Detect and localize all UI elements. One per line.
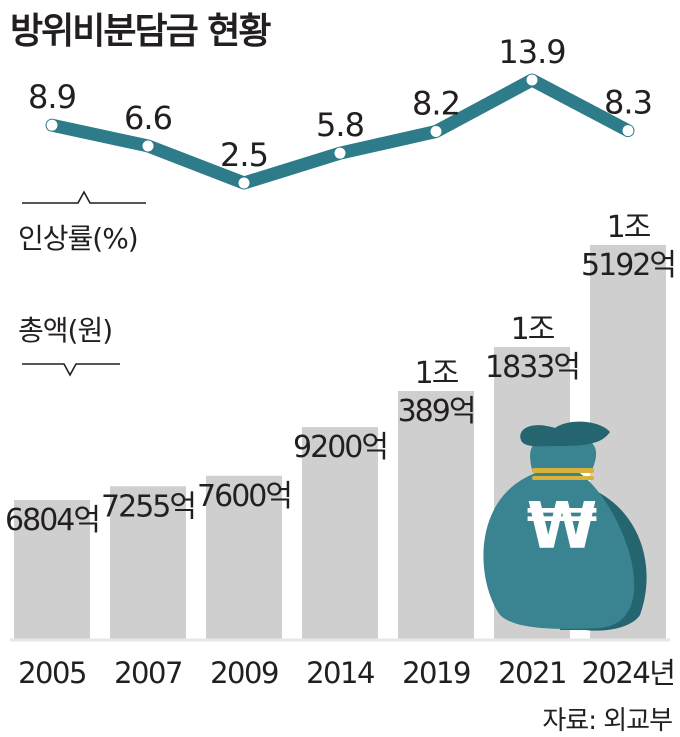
axis-layer: 인상률(%) 총액(원) 2005 2007 2009 2014 2019 2021 2024년 (18, 190, 676, 690)
bar-label-2005: 6804억 (5, 503, 99, 538)
line-label-2024년: 8.3 (604, 84, 652, 122)
line-label-2009: 2.5 (220, 136, 268, 174)
won-money-bag-icon: ₩ (483, 421, 647, 631)
line-point-2024년 (622, 125, 634, 137)
bar-label-2009: 7600억 (197, 479, 291, 514)
bag-top-shape (520, 421, 610, 447)
line-label-2021: 13.9 (498, 33, 565, 71)
bag-band (532, 476, 594, 480)
line-label-2019: 8.2 (412, 85, 460, 123)
x-tick-2021: 2021 (498, 656, 566, 690)
line-layer: 8.9 6.6 2.5 5.8 8.2 13.9 8.3 (28, 33, 653, 190)
source-note: 자료: 외교부 (542, 706, 673, 736)
bar-label-2007: 7255억 (101, 489, 195, 524)
won-symbol: ₩ (527, 490, 598, 564)
bar-label-2021: 1조 (511, 312, 555, 347)
bar-label-2019: 389억 (398, 394, 475, 429)
bag-front-shape (483, 470, 635, 629)
bar-2014 (302, 427, 378, 640)
line-point-2007 (142, 140, 154, 152)
line-point-2009 (238, 177, 250, 189)
bar-series-bracket (22, 363, 120, 377)
bar-2005 (14, 499, 90, 640)
bag-neck-shape (530, 440, 597, 470)
x-tick-2007: 2007 (114, 656, 182, 690)
x-tick-2024년: 2024년 (582, 656, 675, 690)
line-series-bracket (22, 190, 146, 204)
line-point-2005 (46, 119, 58, 131)
bar-label-2019: 1조 (415, 356, 459, 391)
chart-title: 방위비분담금 현황 (10, 11, 271, 52)
bar-series-label: 총액(원) (18, 314, 112, 347)
line-point-2019 (430, 126, 442, 137)
bar-label-2024년: 5192억 (581, 248, 675, 283)
line-series-label: 인상률(%) (18, 222, 138, 255)
x-tick-2005: 2005 (18, 656, 86, 690)
bar-2009 (206, 475, 282, 640)
bar-label-2024년: 1조 (607, 210, 651, 245)
bar-label-2021: 1833억 (485, 350, 579, 385)
x-tick-2009: 2009 (210, 656, 278, 690)
line-label-2007: 6.6 (124, 99, 172, 137)
bar-label-2014: 9200억 (293, 430, 387, 465)
bag-band (532, 468, 594, 473)
x-tick-2014: 2014 (306, 656, 374, 690)
line-label-2005: 8.9 (28, 78, 76, 116)
line-point-2021 (526, 74, 538, 86)
bar-2007 (110, 486, 186, 640)
line-point-2014 (334, 147, 346, 159)
x-tick-2019: 2019 (402, 656, 470, 690)
line-label-2014: 5.8 (316, 106, 364, 144)
bar-2019 (398, 390, 474, 640)
